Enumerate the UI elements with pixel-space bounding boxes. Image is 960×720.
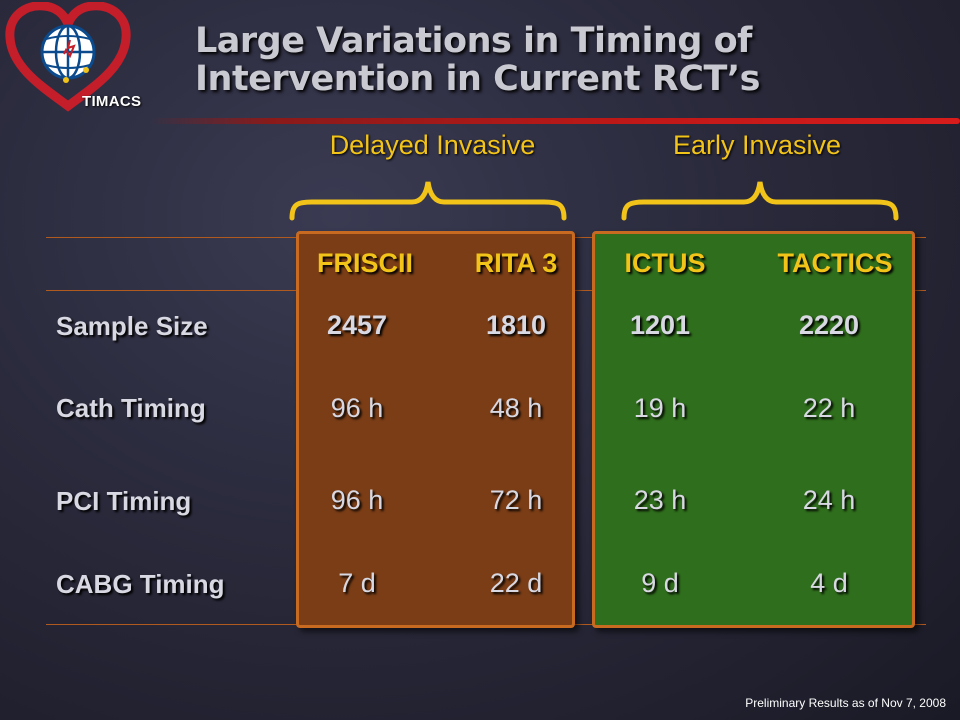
logo-name: TIMACS xyxy=(82,93,142,110)
footer-note: Preliminary Results as of Nov 7, 2008 xyxy=(745,696,946,710)
table-cell: 96 h xyxy=(330,485,384,515)
row-label-cabg-timing: CABG Timing xyxy=(56,569,225,599)
title-underline xyxy=(150,118,960,124)
column-header-rita3: RITA 3 xyxy=(474,248,558,278)
table-cell: 4 d xyxy=(810,568,848,598)
page-title: Large Variations in Timing of Interventi… xyxy=(195,22,895,98)
row-label-sample-size: Sample Size xyxy=(56,311,208,341)
table-cell: 48 h xyxy=(489,393,543,423)
table-cell: 72 h xyxy=(489,485,543,515)
table-cell: 1201 xyxy=(629,310,691,340)
table-cell: 7 d xyxy=(338,568,376,598)
row-label-pci-timing: PCI Timing xyxy=(56,486,192,516)
row-label-cath-timing: Cath Timing xyxy=(56,393,206,423)
early-invasive-panel xyxy=(592,231,915,628)
table-cell: 2457 xyxy=(326,310,388,340)
table-cell: 22 h xyxy=(802,393,856,423)
group-label-delayed: Delayed Invasive xyxy=(329,130,536,160)
column-header-friscii: FRISCII xyxy=(316,248,413,278)
table-cell: 24 h xyxy=(802,485,856,515)
heart-globe-icon xyxy=(5,2,131,112)
brace-early-icon xyxy=(621,181,899,221)
group-label-early: Early Invasive xyxy=(672,130,842,160)
column-header-tactics: TACTICS xyxy=(777,248,893,278)
brace-delayed-icon xyxy=(289,181,567,221)
table-cell: 19 h xyxy=(633,393,687,423)
delayed-invasive-panel xyxy=(296,231,575,628)
title-line-1: Large Variations in Timing of xyxy=(195,21,752,61)
table-cell: 9 d xyxy=(641,568,679,598)
column-header-ictus: ICTUS xyxy=(624,248,706,278)
title-line-2: Intervention in Current RCT’s xyxy=(195,59,760,99)
table-cell: 1810 xyxy=(485,310,547,340)
table-cell: 22 d xyxy=(489,568,543,598)
table-cell: 96 h xyxy=(330,393,384,423)
table-cell: 2220 xyxy=(798,310,860,340)
table-cell: 23 h xyxy=(633,485,687,515)
